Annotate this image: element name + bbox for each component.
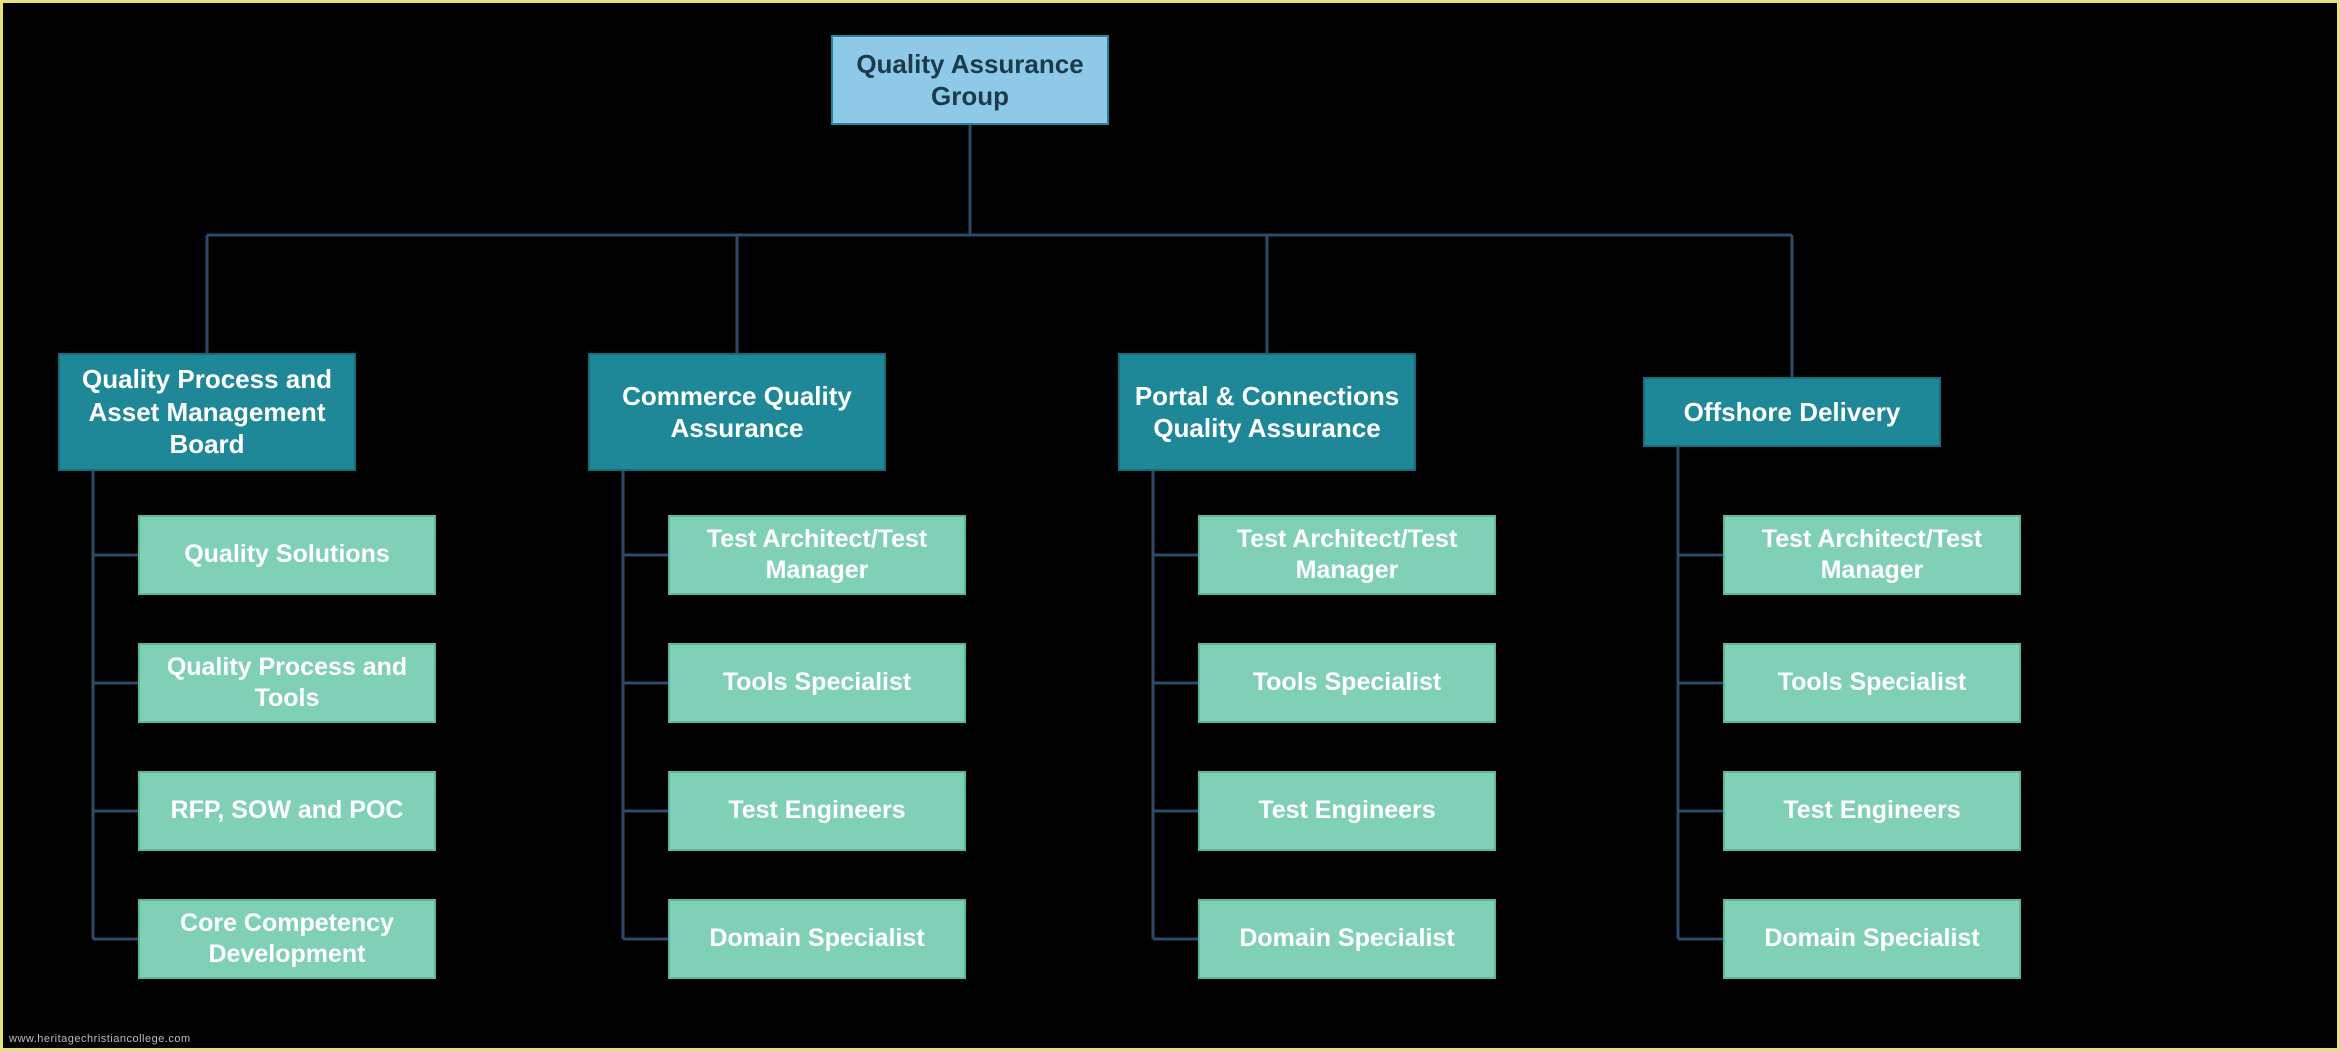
leaf-node: Tools Specialist <box>1723 643 2021 723</box>
branch-node: Offshore Delivery <box>1643 377 1941 447</box>
leaf-node: Tools Specialist <box>1198 643 1496 723</box>
leaf-node: Test Architect/Test Manager <box>1723 515 2021 595</box>
leaf-node: Test Architect/Test Manager <box>668 515 966 595</box>
leaf-node: Tools Specialist <box>668 643 966 723</box>
org-chart-canvas: Quality Assurance Group Quality Process a… <box>0 0 2340 1051</box>
watermark-text: www.heritagechristiancollege.com <box>9 1033 191 1045</box>
leaf-node: RFP, SOW and POC <box>138 771 436 851</box>
leaf-node: Domain Specialist <box>668 899 966 979</box>
leaf-node: Quality Solutions <box>138 515 436 595</box>
leaf-node: Quality Process and Tools <box>138 643 436 723</box>
branch-node: Commerce Quality Assurance <box>588 353 886 471</box>
leaf-node: Test Engineers <box>1723 771 2021 851</box>
leaf-node: Domain Specialist <box>1198 899 1496 979</box>
leaf-node: Test Architect/Test Manager <box>1198 515 1496 595</box>
branch-node: Portal & Connections Quality Assurance <box>1118 353 1416 471</box>
leaf-node: Test Engineers <box>668 771 966 851</box>
leaf-node: Domain Specialist <box>1723 899 2021 979</box>
leaf-node: Core Competency Development <box>138 899 436 979</box>
leaf-node: Test Engineers <box>1198 771 1496 851</box>
branch-node: Quality Process and Asset Management Boa… <box>58 353 356 471</box>
root-node: Quality Assurance Group <box>831 35 1109 125</box>
